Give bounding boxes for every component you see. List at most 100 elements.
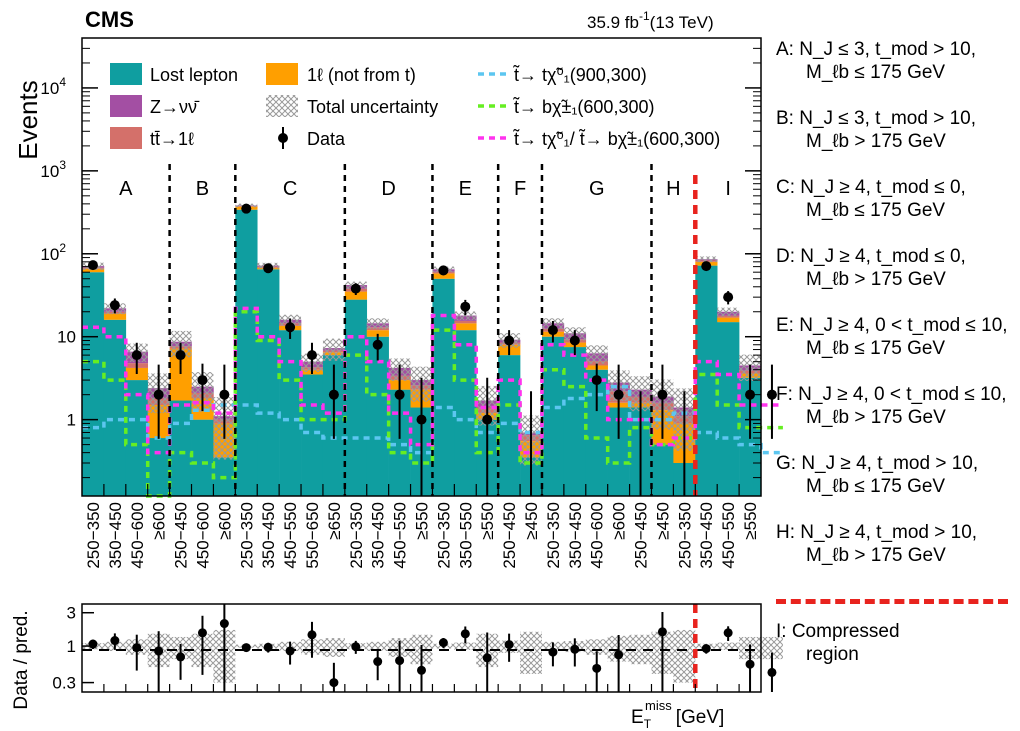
category-line2: M_ℓb ≤ 175 GeV bbox=[806, 200, 946, 221]
bar-not-from-t bbox=[366, 330, 389, 337]
data-point bbox=[482, 414, 493, 425]
bar-not-from-t bbox=[125, 367, 149, 381]
category-line2: M_ℓb ≤ 175 GeV bbox=[806, 62, 946, 83]
category-line2: M_ℓb > 175 GeV bbox=[806, 407, 946, 428]
bar-lost-lepton bbox=[432, 278, 455, 496]
ratio-y-tick-label: 0.3 bbox=[52, 674, 76, 693]
data-points bbox=[87, 203, 777, 496]
x-bin-label: 250−350 bbox=[675, 502, 694, 569]
legend-label-signal2: t̃→ bχ̃±₁(600,300) bbox=[512, 97, 654, 117]
x-bin-label: 550−650 bbox=[303, 502, 322, 569]
category-definition: I: Compressed region bbox=[776, 620, 900, 666]
stacked-histogram bbox=[82, 205, 762, 496]
category-line2: M_ℓb ≤ 175 GeV bbox=[806, 476, 946, 497]
lumi-label: 35.9 fb-1(13 TeV) bbox=[587, 9, 714, 32]
ratio-point bbox=[263, 642, 273, 652]
category-line1: D: N_J ≥ 4, t_mod ≤ 0, bbox=[776, 246, 966, 267]
bar-lost-lepton bbox=[103, 319, 127, 496]
x-bin-label: ≥450 bbox=[653, 502, 672, 540]
x-bin-label: 250−350 bbox=[544, 502, 563, 569]
data-point bbox=[153, 389, 164, 400]
category-line1: G: N_J ≥ 4, t_mod > 10, bbox=[776, 453, 979, 474]
x-bin-label: 250−450 bbox=[172, 502, 191, 569]
ratio-uncertainty-box bbox=[585, 639, 608, 655]
data-point bbox=[394, 389, 405, 400]
bar-not-from-t bbox=[169, 348, 192, 401]
legend-swatch-lost-lepton bbox=[110, 63, 142, 85]
bar-lost-lepton bbox=[366, 336, 389, 496]
x-bin-label: 350−450 bbox=[259, 502, 278, 569]
region-letter-i: I bbox=[725, 178, 731, 200]
category-line2: M_ℓb > 175 GeV bbox=[806, 269, 946, 290]
ratio-point bbox=[241, 643, 251, 653]
region-separators bbox=[168, 164, 698, 496]
region-letter-d: D bbox=[381, 178, 395, 200]
data-point bbox=[219, 389, 230, 400]
region-letter-h: H bbox=[666, 178, 680, 200]
data-point bbox=[657, 389, 668, 400]
data-point bbox=[328, 389, 339, 400]
ratio-uncertainty-box bbox=[673, 629, 696, 683]
bar-lost-lepton bbox=[541, 336, 565, 496]
x-bin-label: 450−600 bbox=[128, 502, 147, 569]
ratio-point bbox=[176, 652, 186, 662]
x-bin-label: ≥600 bbox=[610, 502, 629, 540]
y-axis-label-main: Events bbox=[13, 80, 43, 160]
legend-label-total-uncertainty: Total uncertainty bbox=[307, 97, 438, 117]
bar-not-from-t bbox=[432, 273, 455, 279]
ratio-y-tick-label: 1 bbox=[67, 637, 76, 656]
category-line1: E: N_J ≥ 4, 0 < t_mod ≤ 10, bbox=[776, 315, 1008, 336]
ratio-uncertainty-box bbox=[322, 638, 345, 657]
uncertainty-box bbox=[717, 307, 740, 317]
bar-not-from-t bbox=[103, 313, 127, 320]
category-line1: H: N_J ≥ 4, t_mod > 10, bbox=[776, 522, 978, 543]
legend-label-ttbar: tt̄→1ℓ bbox=[150, 129, 194, 149]
uncertainty-box bbox=[695, 256, 718, 263]
x-bin-label: ≥650 bbox=[325, 502, 344, 540]
x-axis-title: ETmiss[GeV] bbox=[631, 698, 724, 731]
region-letter-e: E bbox=[459, 178, 472, 200]
legend-label-signal1: t̃→ tχ̃⁰₁(900,300) bbox=[512, 65, 646, 85]
ratio-point bbox=[285, 646, 295, 656]
data-point bbox=[263, 263, 274, 274]
data-point bbox=[197, 375, 208, 386]
category-line1: I: Compressed bbox=[776, 621, 900, 642]
bar-lost-lepton bbox=[717, 322, 740, 496]
region-letter-f: F bbox=[514, 178, 526, 200]
ratio-point bbox=[548, 647, 558, 657]
region-letter-b: B bbox=[196, 178, 209, 200]
bar-lost-lepton bbox=[125, 380, 149, 496]
x-bin-label: ≥550 bbox=[413, 502, 432, 540]
uncertainty-box bbox=[366, 318, 389, 330]
ratio-panel-frame bbox=[81, 603, 762, 693]
legend-swatch-total-uncertainty bbox=[266, 95, 298, 117]
y-tick-label: 1 bbox=[67, 411, 76, 430]
x-bin-label: 250−350 bbox=[347, 502, 366, 569]
category-line1: A: N_J ≤ 3, t_mod > 10, bbox=[776, 39, 977, 60]
bar-lost-lepton bbox=[235, 209, 258, 496]
ratio-point bbox=[373, 657, 383, 667]
bar-lost-lepton bbox=[607, 407, 630, 496]
bar-lost-lepton bbox=[695, 265, 718, 496]
x-bin-label: 450−600 bbox=[193, 502, 212, 569]
data-point bbox=[109, 300, 120, 311]
legend-label-not-from-t: 1ℓ (not from t) bbox=[307, 65, 416, 85]
bar-lost-lepton bbox=[191, 419, 214, 496]
ratio-point bbox=[219, 619, 229, 629]
ratio-point bbox=[88, 639, 98, 649]
y-tick-label: 10 bbox=[57, 328, 76, 347]
ratio-y-tick-label: 3 bbox=[67, 604, 76, 623]
bar-lost-lepton bbox=[454, 330, 477, 496]
category-definition: C: N_J ≥ 4, t_mod ≤ 0, M_ℓb ≤ 175 GeV bbox=[776, 176, 966, 222]
region-letter-g: G bbox=[589, 178, 605, 200]
y-tick-label: 104 bbox=[40, 75, 66, 98]
data-point bbox=[285, 322, 296, 333]
bar-lost-lepton bbox=[279, 330, 302, 496]
ratio-uncertainty-box bbox=[717, 642, 740, 650]
ratio-point bbox=[351, 642, 361, 652]
data-point bbox=[131, 350, 142, 361]
category-line1: B: N_J ≤ 3, t_mod > 10, bbox=[776, 108, 977, 129]
data-point bbox=[766, 389, 777, 400]
x-tick-labels: 250−350 350−450 450−600 ≥600 250−450 450−600 ≥… bbox=[84, 502, 760, 569]
